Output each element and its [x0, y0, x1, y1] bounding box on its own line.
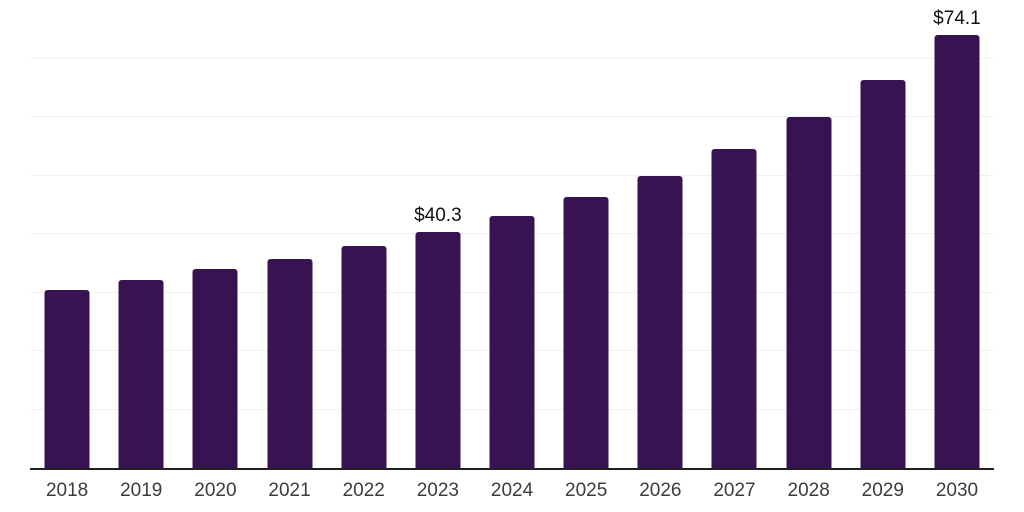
gridline-70	[30, 57, 994, 59]
bar-band-2018	[30, 0, 104, 468]
bar-2019	[118, 280, 164, 468]
x-tick-2028: 2028	[787, 480, 830, 501]
x-tick-2026: 2026	[639, 480, 682, 501]
bar-band-2024	[475, 0, 549, 468]
bar-band-2027	[697, 0, 771, 468]
plot-area: $40.3 $74.1	[30, 0, 994, 470]
bar-2026	[637, 175, 683, 468]
bar-2022	[341, 246, 387, 468]
bar-2021	[267, 258, 313, 468]
x-tick-2018: 2018	[45, 480, 89, 501]
x-tick-2023: 2023	[416, 480, 459, 501]
bar-band-2023: $40.3	[401, 0, 475, 468]
data-label-2030: $74.1	[933, 7, 981, 29]
bar-band-2022	[327, 0, 401, 468]
bar-2018	[44, 290, 90, 468]
gridline-60	[30, 116, 994, 117]
bar-2027	[711, 149, 757, 468]
data-label-2023: $40.3	[414, 205, 462, 227]
bar-band-2030: $74.1	[920, 0, 994, 468]
x-tick-2025: 2025	[565, 480, 608, 501]
x-tick-2029: 2029	[861, 480, 904, 501]
x-tick-2020: 2020	[194, 480, 237, 501]
bar-2024	[489, 216, 535, 468]
bar-2020	[192, 269, 238, 468]
bar-2030	[934, 34, 980, 468]
bar-2029	[860, 80, 906, 468]
bar-band-2020	[178, 0, 252, 468]
bars-container: $40.3 $74.1	[30, 0, 994, 468]
x-tick-2027: 2027	[713, 480, 756, 501]
gridline-50	[30, 174, 994, 176]
bar-band-2019	[104, 0, 178, 468]
x-tick-2019: 2019	[120, 480, 163, 501]
x-axis-labels: 2018 2019 2020 2021 2022 2023 2024 2025 2026 2027…	[30, 480, 994, 506]
x-tick-2021: 2021	[268, 480, 311, 501]
bar-band-2028	[772, 0, 846, 468]
bar-2025	[563, 197, 609, 468]
bar-band-2026	[623, 0, 697, 468]
bar-band-2021	[252, 0, 326, 468]
bar-band-2029	[846, 0, 920, 468]
x-tick-2022: 2022	[342, 480, 385, 501]
x-tick-2030: 2030	[935, 480, 979, 501]
bar-band-2025	[549, 0, 623, 468]
bar-2028	[786, 117, 832, 468]
x-tick-2024: 2024	[490, 480, 534, 501]
bar-2023	[415, 232, 461, 468]
